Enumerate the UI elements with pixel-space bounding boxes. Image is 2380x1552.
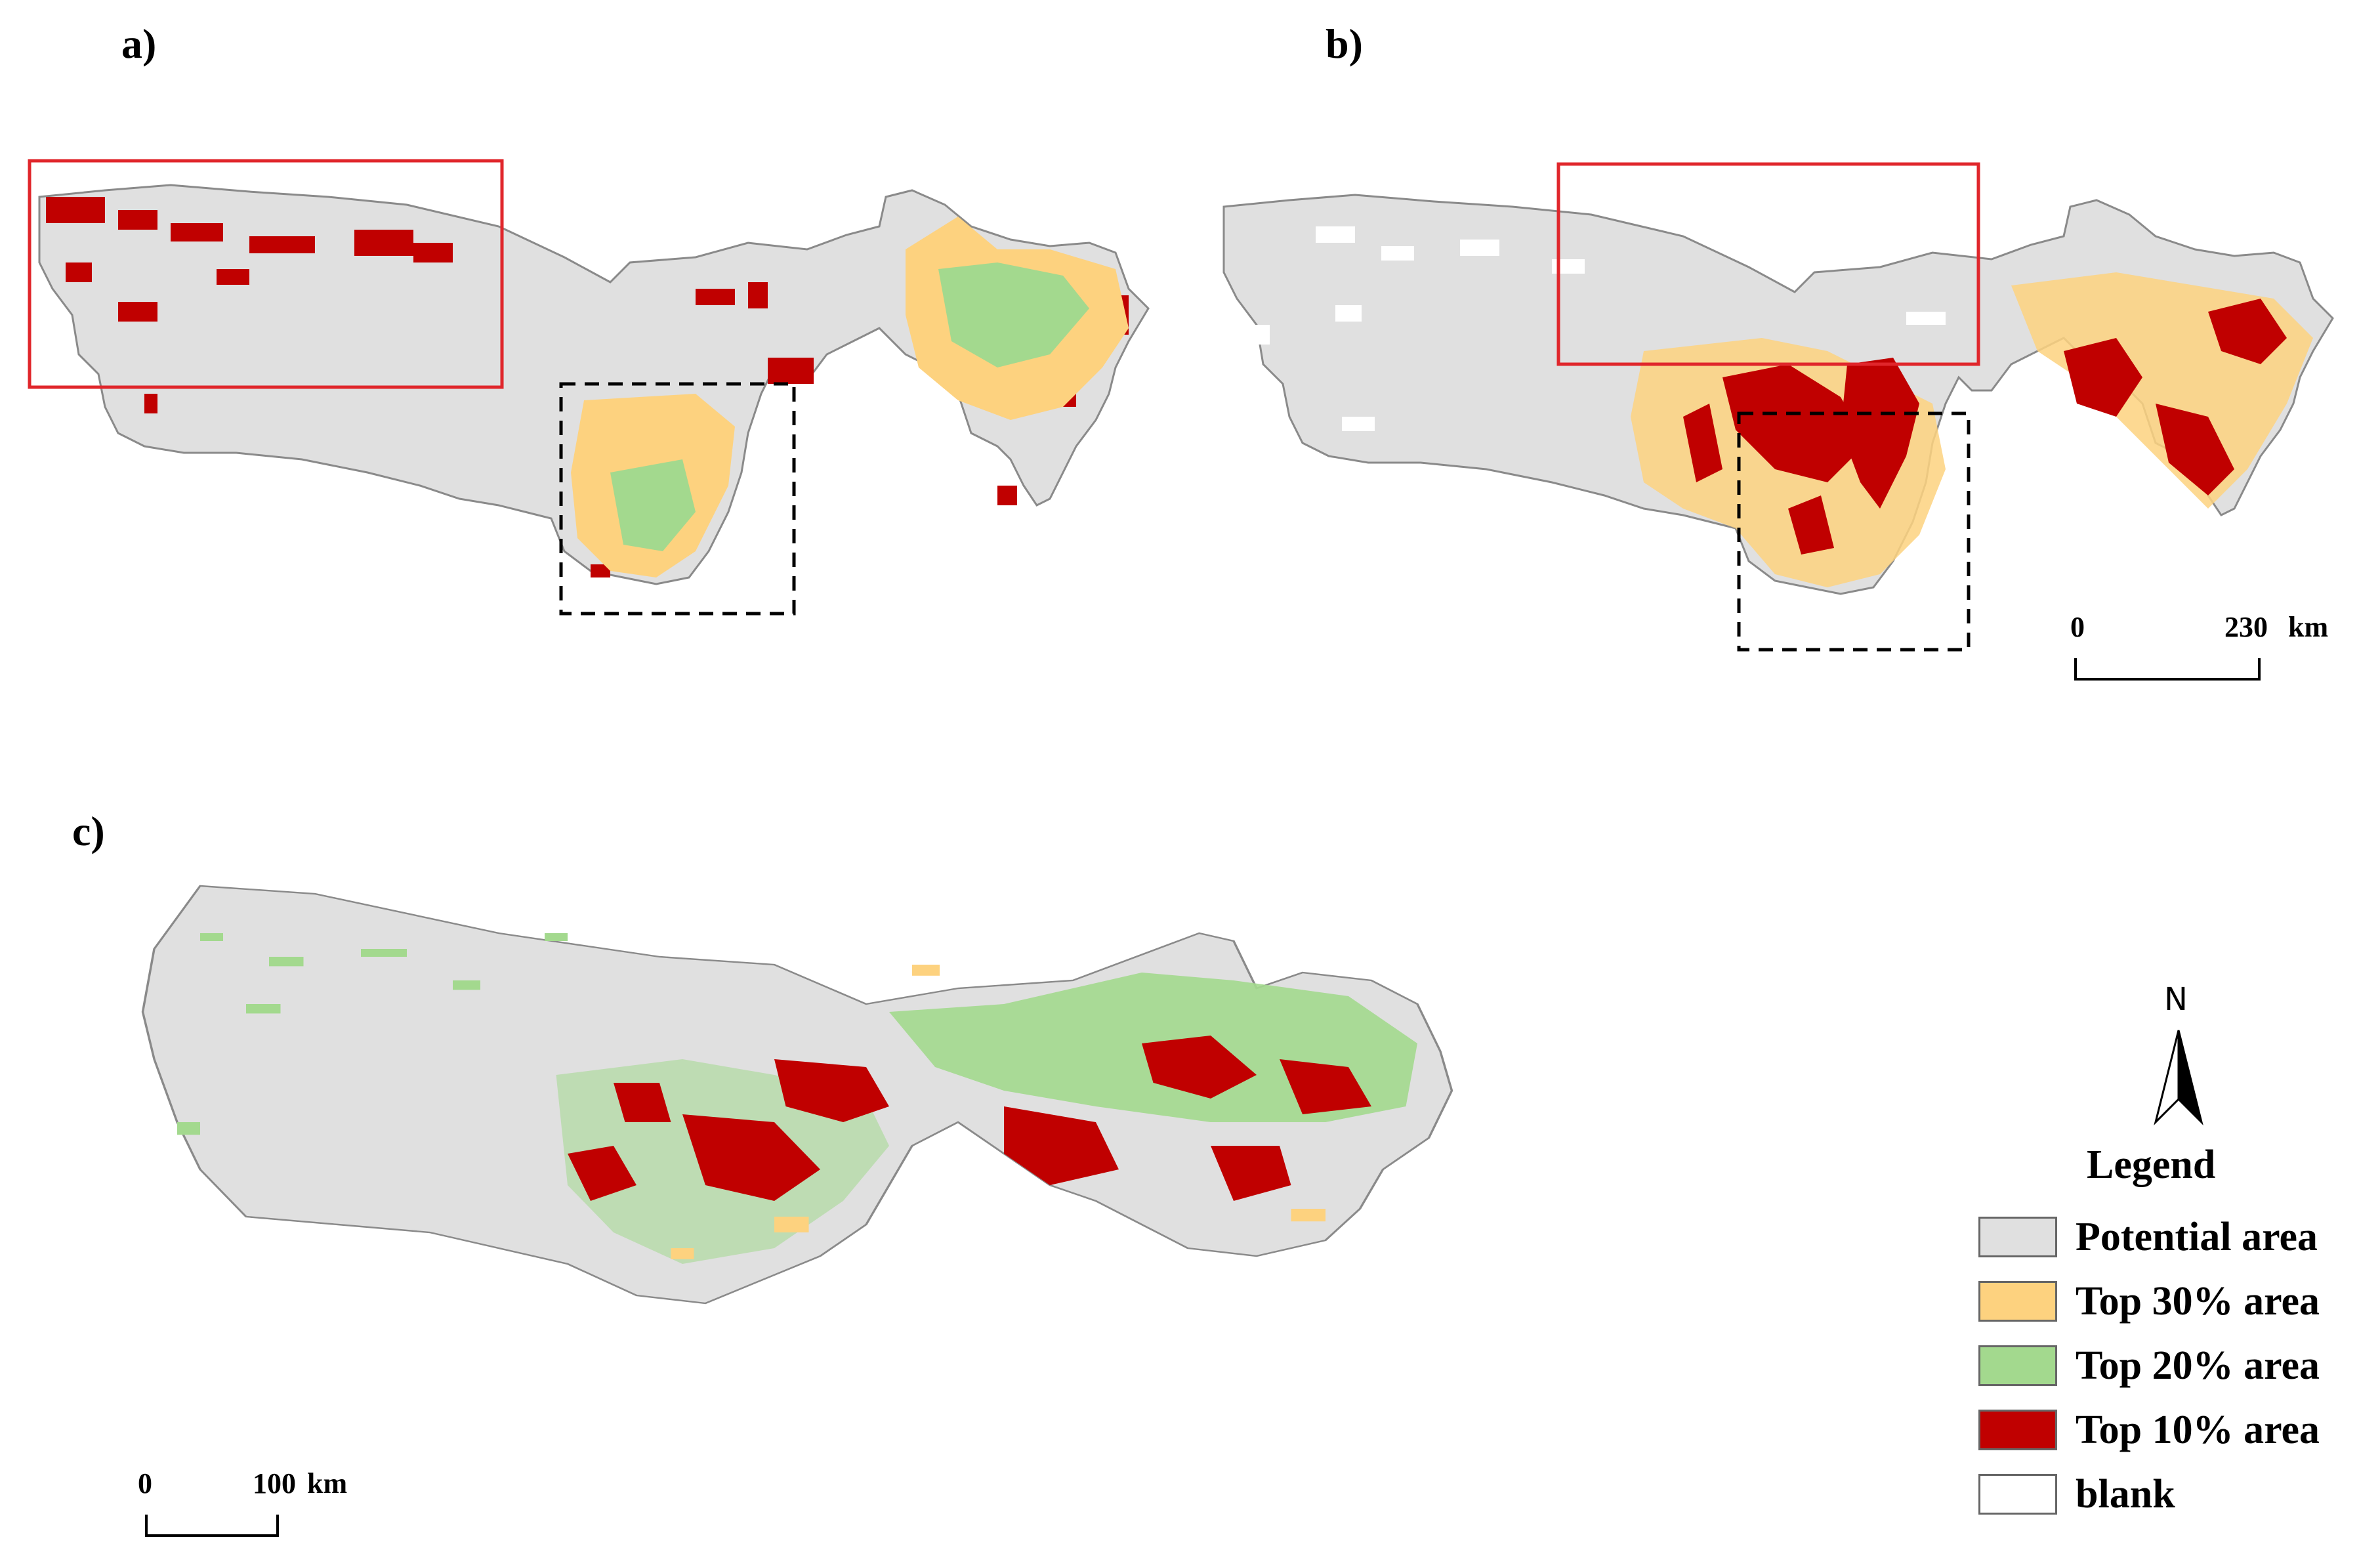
panel-label-a: a) xyxy=(121,20,157,67)
map-panel-a xyxy=(28,159,1150,616)
legend-item-top30: Top 30% area xyxy=(1978,1278,2320,1324)
legend-label-top10: Top 10% area xyxy=(2076,1407,2320,1452)
legend-label-top20: Top 20% area xyxy=(2076,1343,2320,1388)
highlight-box-a xyxy=(28,159,504,389)
legend-label-top30: Top 30% area xyxy=(2076,1278,2320,1324)
map-panel-c xyxy=(141,885,1453,1305)
scale-bottom-end: 100 xyxy=(253,1467,296,1500)
legend-swatch-potential xyxy=(1978,1217,2057,1257)
legend-swatch-top30 xyxy=(1978,1281,2057,1322)
north-arrow-icon xyxy=(2154,1030,2203,1125)
legend-swatch-top10 xyxy=(1978,1410,2057,1450)
scale-top-start: 0 xyxy=(2070,611,2085,643)
legend-swatch-top20 xyxy=(1978,1345,2057,1386)
legend-item-top10: Top 10% area xyxy=(1978,1407,2320,1453)
legend-item-blank: blank xyxy=(1978,1471,2175,1517)
panel-label-b: b) xyxy=(1326,20,1363,67)
dashed-box-a xyxy=(559,382,796,616)
legend-label-blank: blank xyxy=(2076,1471,2175,1517)
highlight-box-b xyxy=(1556,162,1980,366)
legend-item-potential: Potential area xyxy=(1978,1214,2318,1260)
scale-bar-bottom xyxy=(145,1515,279,1537)
map-panel-b xyxy=(1222,162,2334,652)
legend-title: Legend xyxy=(2087,1143,2216,1187)
scale-top-unit: km xyxy=(2288,611,2329,643)
panel-label-c: c) xyxy=(72,808,105,854)
legend-swatch-blank xyxy=(1978,1474,2057,1515)
north-letter: N xyxy=(2164,981,2188,1018)
legend-item-top20: Top 20% area xyxy=(1978,1343,2320,1389)
scale-bottom-unit: km xyxy=(307,1467,348,1500)
legend-label-potential: Potential area xyxy=(2076,1214,2318,1259)
dashed-box-b xyxy=(1737,411,1971,652)
scale-bottom-start: 0 xyxy=(138,1467,152,1500)
scale-bar-top xyxy=(2074,658,2261,681)
scale-top-end: 230 xyxy=(2224,611,2268,643)
